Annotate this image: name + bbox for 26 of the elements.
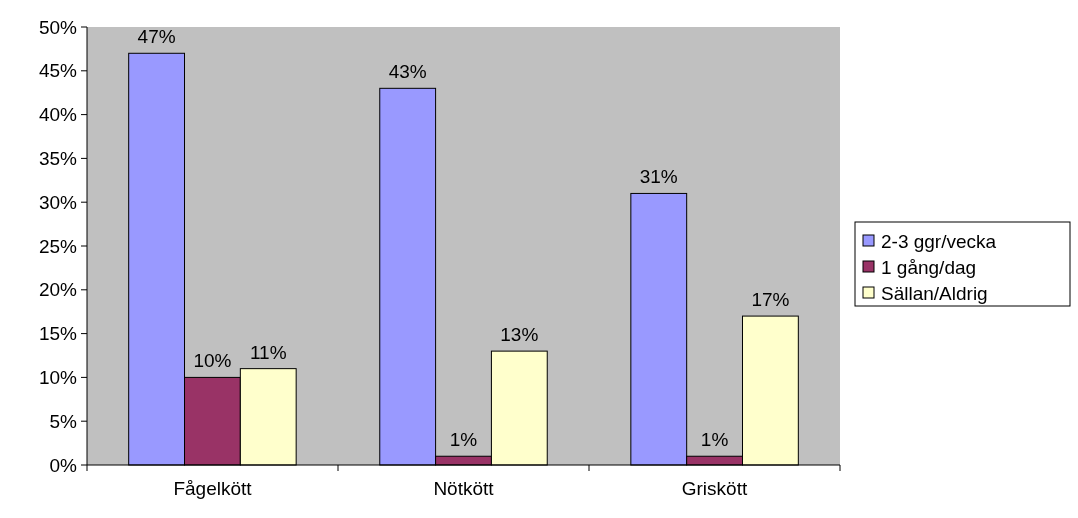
y-tick-label: 30%	[38, 191, 78, 213]
data-label: 1%	[700, 429, 729, 451]
data-label: 13%	[500, 324, 539, 346]
data-label: 10%	[193, 350, 232, 372]
legend-label: Sällan/Aldrig	[881, 282, 988, 304]
data-label: 31%	[639, 166, 678, 188]
y-tick-label: 0%	[49, 454, 78, 476]
data-label: 47%	[137, 26, 176, 48]
legend-label: 1 gång/dag	[881, 256, 977, 278]
y-tick-label: 15%	[38, 323, 78, 345]
y-tick-label: 50%	[38, 16, 78, 38]
x-tick-label: Nötkött	[433, 478, 495, 499]
y-tick-label: 10%	[38, 367, 78, 389]
x-tick-label: Griskött	[681, 478, 748, 499]
y-tick-label: 25%	[38, 235, 78, 257]
y-tick-label: 5%	[49, 410, 78, 432]
y-tick-label: 20%	[38, 279, 78, 301]
data-label: 1%	[449, 429, 478, 451]
data-label: 43%	[388, 61, 427, 83]
y-tick-label: 40%	[38, 104, 78, 126]
data-label: 17%	[751, 289, 790, 311]
y-tick-label: 45%	[38, 60, 78, 82]
data-label: 11%	[249, 341, 287, 363]
y-tick-label: 35%	[38, 148, 78, 170]
x-tick-label: Fågelkött	[173, 478, 253, 499]
legend-label: 2-3 ggr/vecka	[881, 230, 997, 252]
